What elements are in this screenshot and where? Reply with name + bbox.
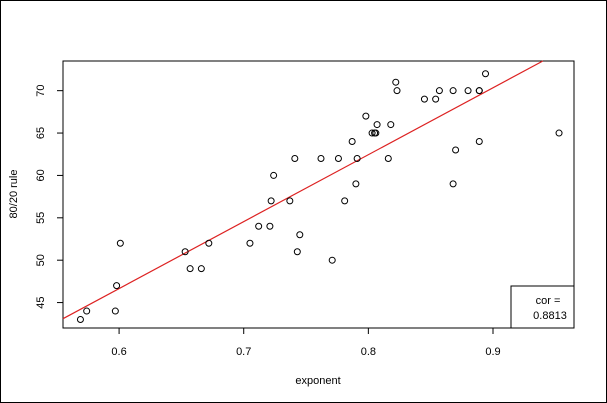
y-tick-label: 60 [35, 169, 47, 181]
y-tick-label: 45 [35, 296, 47, 308]
x-tick-label: 0.6 [111, 346, 126, 358]
y-axis: 45 50 55 60 65 70 [35, 85, 63, 309]
data-point [317, 154, 325, 162]
x-axis: 0.6 0.7 0.8 0.9 [111, 328, 501, 358]
data-point [76, 316, 84, 324]
data-point [197, 265, 205, 273]
y-axis-label: 80/20 rule [8, 170, 20, 219]
data-point [255, 222, 263, 230]
data-point [373, 121, 381, 129]
data-point [286, 197, 294, 205]
x-tick-label: 0.7 [236, 346, 251, 358]
data-point [205, 239, 213, 247]
data-point [267, 197, 275, 205]
data-point [328, 256, 336, 264]
data-point [362, 112, 370, 120]
data-point [111, 307, 119, 315]
plot-area [62, 60, 575, 329]
data-point [341, 197, 349, 205]
data-point [449, 87, 457, 95]
data-point [293, 248, 301, 256]
data-point [113, 282, 121, 290]
data-point [384, 154, 392, 162]
data-point [392, 78, 400, 86]
legend-label: cor = [536, 295, 561, 307]
legend-value: 0.8813 [533, 310, 567, 322]
data-point [334, 154, 342, 162]
legend-box [510, 285, 575, 329]
data-points [76, 70, 563, 324]
y-tick-label: 55 [35, 212, 47, 224]
data-point [387, 121, 395, 129]
data-point [352, 180, 360, 188]
data-point [83, 307, 91, 315]
y-tick-label: 65 [35, 127, 47, 139]
data-point [449, 180, 457, 188]
data-point [368, 129, 376, 137]
correlation-legend: cor = 0.8813 [510, 285, 575, 329]
data-point [266, 222, 274, 230]
data-point [555, 129, 563, 137]
data-point [475, 87, 483, 95]
y-tick-label: 70 [35, 85, 47, 97]
x-tick-label: 0.8 [361, 346, 376, 358]
data-point [116, 239, 124, 247]
data-point [475, 138, 483, 146]
data-point [464, 87, 472, 95]
data-point [353, 154, 361, 162]
data-point [246, 239, 254, 247]
data-point [435, 87, 443, 95]
data-point [181, 248, 189, 256]
data-point [452, 146, 460, 154]
data-point [432, 95, 440, 103]
x-axis-label: exponent [295, 375, 340, 387]
x-tick-label: 0.9 [485, 346, 500, 358]
regression-line [62, 60, 544, 320]
data-point [420, 95, 428, 103]
data-point [291, 154, 299, 162]
y-tick-label: 50 [35, 254, 47, 266]
data-point [348, 138, 356, 146]
data-point [393, 87, 401, 95]
data-point [296, 231, 304, 239]
data-point [270, 171, 278, 179]
data-point [482, 70, 490, 78]
data-point [372, 129, 380, 137]
data-point [186, 265, 194, 273]
